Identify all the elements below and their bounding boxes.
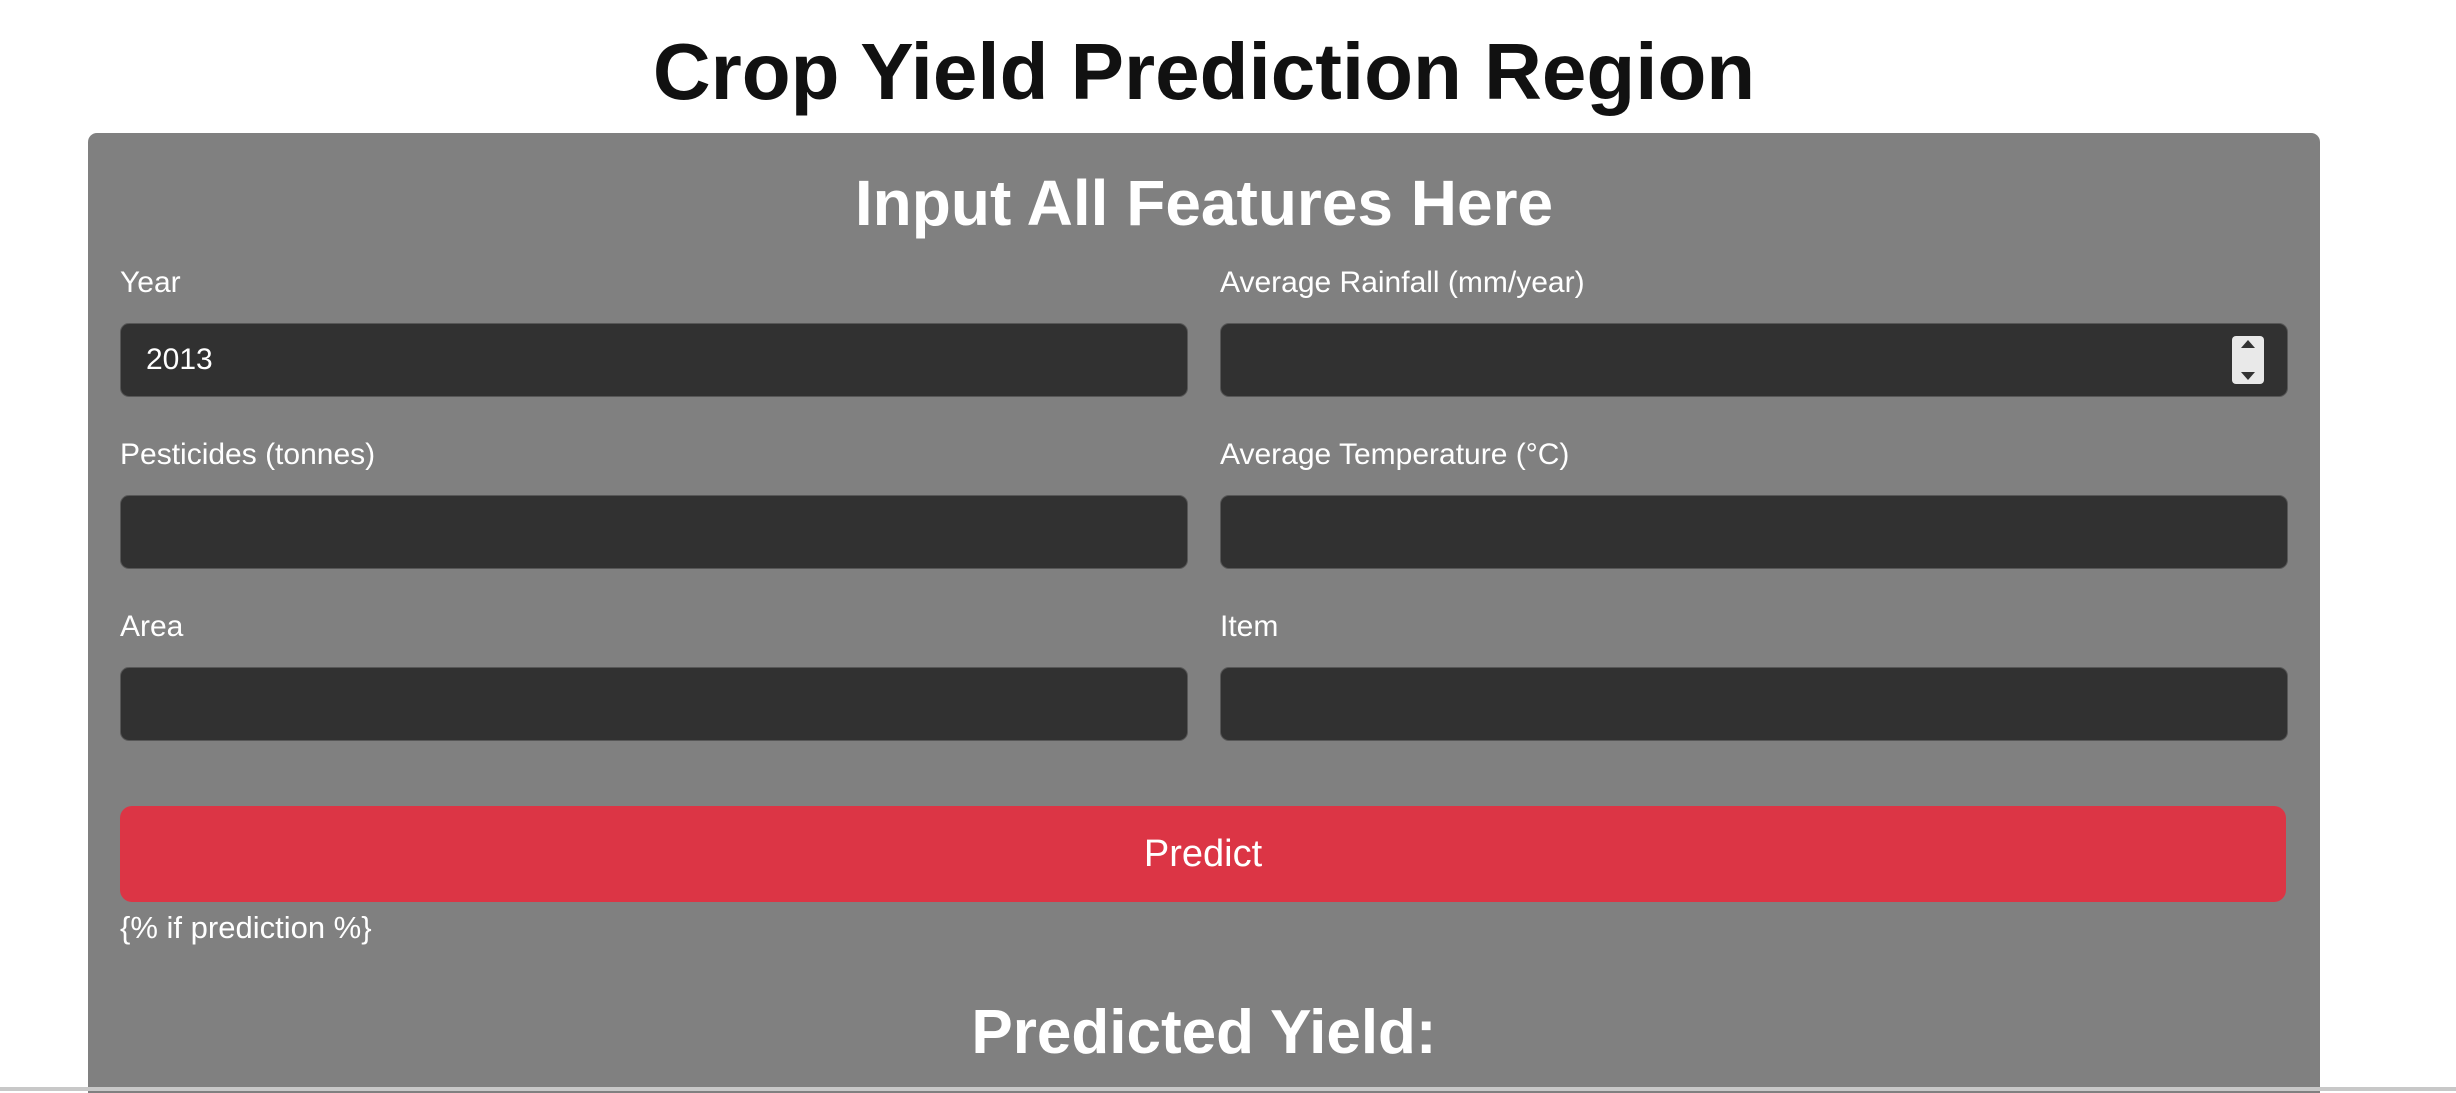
rainfall-label: Average Rainfall (mm/year) [1220,266,1585,299]
temperature-label: Average Temperature (°C) [1220,438,1570,471]
number-spinner-icon[interactable] [2232,336,2264,384]
pesticides-input[interactable] [120,495,1188,569]
area-label: Area [120,610,184,643]
item-label: Item [1220,610,1279,643]
pesticides-label: Pesticides (tonnes) [120,438,376,471]
temperature-input[interactable] [1220,495,2288,569]
page-title: Crop Yield Prediction Region [652,27,1756,116]
predicted-yield-heading: Predicted Yield: [971,998,1437,1067]
year-label: Year [120,266,181,299]
form-heading: Input All Features Here [854,167,1554,239]
page-divider [0,1087,2456,1091]
template-placeholder-text: {% if prediction %} [120,910,372,945]
area-input[interactable] [120,667,1188,741]
spin-down-icon[interactable] [2241,372,2255,380]
spin-up-icon[interactable] [2241,340,2255,348]
predict-button[interactable]: Predict [120,806,2286,902]
year-input[interactable] [120,323,1188,397]
prediction-form-card: Input All Features Here Year Average Rai… [88,133,2320,1093]
rainfall-input[interactable] [1220,323,2288,397]
item-input[interactable] [1220,667,2288,741]
